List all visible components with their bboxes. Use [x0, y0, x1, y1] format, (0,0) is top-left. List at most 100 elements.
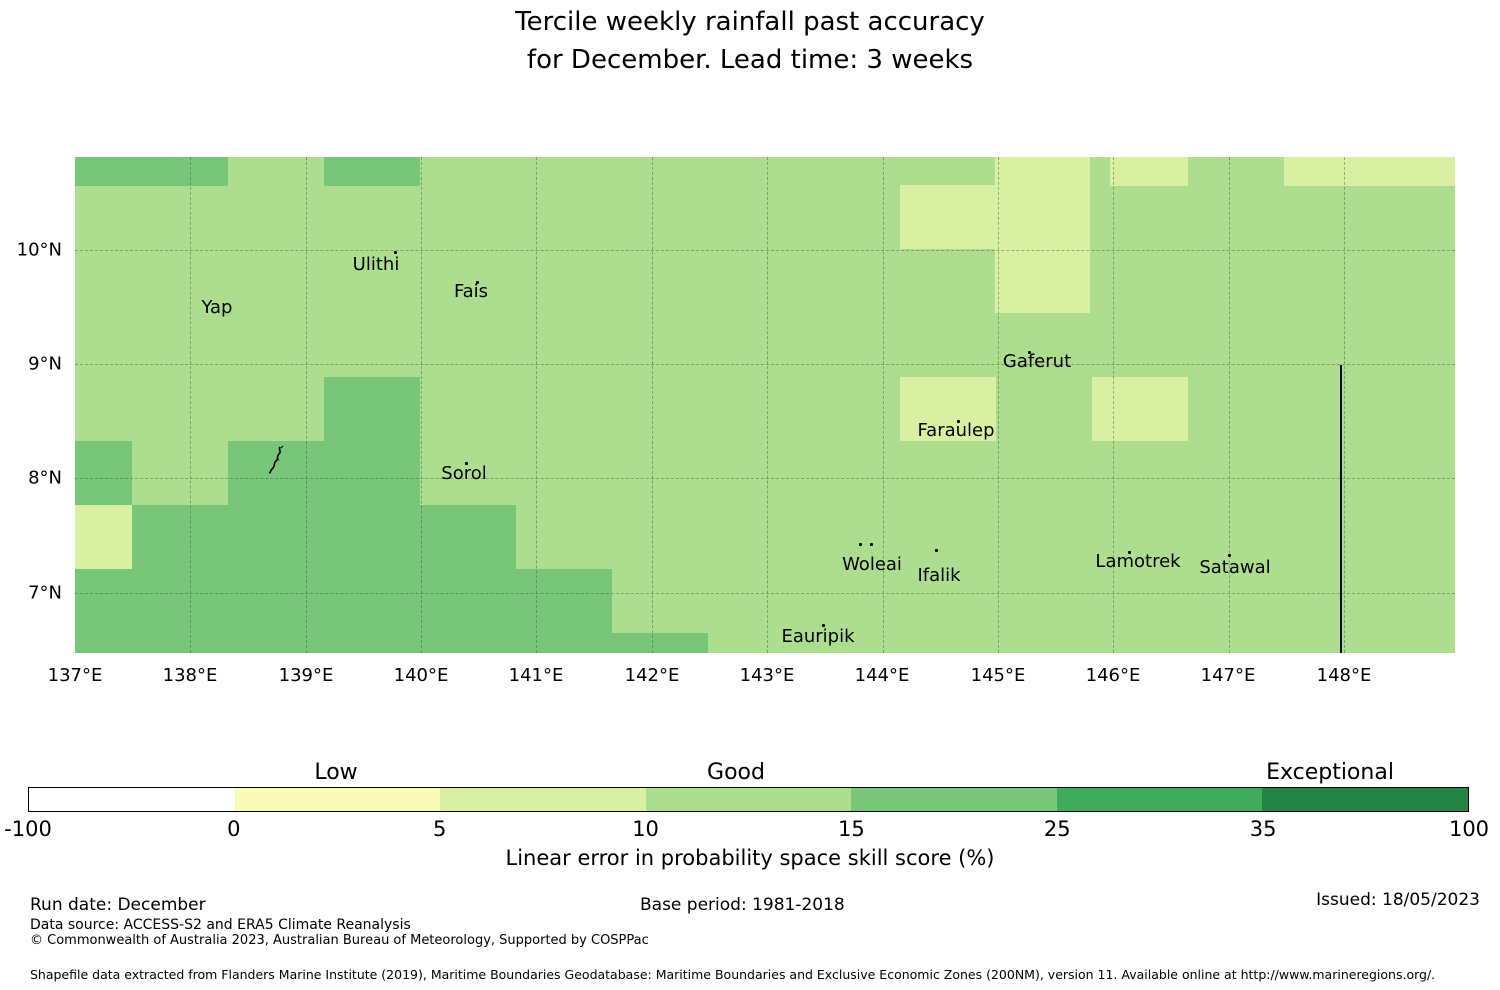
copyright-text: © Commonwealth of Australia 2023, Austra…	[30, 933, 649, 948]
island-label-lamotrek: Lamotrek	[1095, 551, 1181, 572]
island-label-ulithi: Ulithi	[352, 254, 400, 275]
colorbar-tick-label: 0	[227, 817, 241, 841]
island-dot-woleai	[859, 543, 862, 546]
longitude-gridline	[998, 157, 999, 653]
x-tick-label: 143°E	[739, 665, 795, 686]
longitude-gridline	[421, 157, 422, 653]
map-canvas: Yap Ulithi Fais Gaferut Faraulep Sorol Woleai I…	[75, 157, 1455, 653]
colorbar-segment	[440, 788, 646, 811]
x-tick-label: 146°E	[1085, 665, 1141, 686]
shapefile-attribution-text: Shapefile data extracted from Flanders M…	[30, 967, 1436, 982]
map-cell	[228, 441, 420, 505]
x-tick-label: 140°E	[393, 665, 449, 686]
colorbar-category-label: Exceptional	[1266, 760, 1394, 785]
island-label-woleai: Woleai	[842, 554, 902, 575]
y-tick-label: 8°N	[28, 467, 62, 489]
colorbar-tick-label: 35	[1249, 817, 1277, 841]
map-cell	[75, 569, 612, 633]
colorbar-tick-label: 5	[433, 817, 447, 841]
y-tick-label: 10°N	[16, 239, 62, 261]
issued-date-text: Issued: 18/05/2023	[1316, 890, 1480, 910]
island-dot-gaferut	[1028, 351, 1031, 354]
eez-boundary-line	[1340, 365, 1342, 653]
island-label-fais: Fais	[453, 281, 489, 302]
map-cell	[995, 157, 1090, 313]
island-dot-faraulep	[957, 420, 960, 423]
island-dot-ifalik	[935, 549, 938, 552]
latitude-gridline	[75, 478, 1455, 479]
latitude-gridline	[75, 364, 1455, 365]
colorbar-segment	[851, 788, 1057, 811]
colorbar-category-label: Low	[314, 760, 358, 785]
longitude-gridline	[306, 157, 307, 653]
colorbar-tick-label: 100	[1448, 817, 1490, 841]
island-dot-woleai	[870, 543, 873, 546]
colorbar-axis-label: Linear error in probability space skill …	[505, 846, 995, 870]
colorbar-tick-label: 25	[1043, 817, 1071, 841]
map-cell	[75, 633, 708, 653]
colorbar-segment	[29, 788, 235, 811]
x-tick-label: 142°E	[624, 665, 680, 686]
map-cell	[324, 157, 420, 186]
map-cell	[900, 377, 996, 441]
island-label-gaferut: Gaferut	[1002, 351, 1072, 372]
island-label-sorol: Sorol	[441, 463, 487, 484]
colorbar-tick-label: 15	[838, 817, 865, 841]
run-date-text: Run date: December	[30, 895, 206, 915]
island-label-satawal: Satawal	[1199, 557, 1271, 578]
longitude-gridline	[536, 157, 537, 653]
map-cell	[1092, 377, 1188, 441]
x-tick-label: 137°E	[47, 665, 103, 686]
island-dot-eauripik	[822, 624, 825, 627]
latitude-gridline	[75, 250, 1455, 251]
colorbar-category-label: Good	[707, 760, 765, 785]
longitude-gridline	[883, 157, 884, 653]
island-dot-fais	[476, 281, 479, 284]
y-tick-label: 7°N	[28, 582, 62, 604]
longitude-gridline	[1113, 157, 1114, 653]
x-tick-label: 139°E	[278, 665, 334, 686]
data-source-text: Data source: ACCESS-S2 and ERA5 Climate …	[30, 917, 411, 933]
map-cell	[75, 505, 132, 569]
map-cell	[75, 441, 132, 505]
island-dot-satawal	[1228, 554, 1231, 557]
longitude-gridline	[767, 157, 768, 653]
map-cell	[75, 157, 228, 186]
island-label-faraulep: Faraulep	[917, 420, 995, 441]
colorbar-segment	[645, 788, 852, 811]
longitude-gridline	[1344, 157, 1345, 653]
x-tick-label: 138°E	[162, 665, 218, 686]
chart-title: Tercile weekly rainfall past accuracy fo…	[0, 3, 1500, 79]
base-period-text: Base period: 1981-2018	[640, 895, 845, 915]
colorbar-tick-label: -100	[4, 817, 52, 841]
island-label-ifalik: Ifalik	[917, 565, 961, 586]
colorbar	[28, 787, 1469, 812]
x-tick-label: 145°E	[970, 665, 1026, 686]
x-tick-label: 148°E	[1316, 665, 1372, 686]
x-tick-label: 141°E	[508, 665, 564, 686]
latitude-gridline	[75, 593, 1455, 594]
colorbar-segment	[234, 788, 441, 811]
yap-island-outline-icon	[268, 445, 284, 474]
colorbar-segment	[1262, 788, 1469, 811]
y-tick-label: 9°N	[28, 353, 62, 375]
island-label-eauripik: Eauripik	[781, 626, 855, 647]
map-cell	[900, 185, 995, 249]
island-label-yap: Yap	[201, 297, 233, 318]
chart-title-line1: Tercile weekly rainfall past accuracy	[515, 7, 985, 37]
longitude-gridline	[652, 157, 653, 653]
longitude-gridline	[1229, 157, 1230, 653]
island-dot-ulithi	[394, 251, 397, 254]
island-dot-sorol	[465, 462, 468, 465]
island-dot-lamotrek	[1128, 551, 1131, 554]
x-tick-label: 144°E	[854, 665, 910, 686]
map-cell	[324, 377, 420, 441]
map-cell	[132, 505, 516, 569]
chart-title-line2: for December. Lead time: 3 weeks	[526, 45, 974, 75]
map-cell	[1284, 157, 1455, 186]
colorbar-segment	[1056, 788, 1263, 811]
longitude-gridline	[190, 157, 191, 653]
x-tick-label: 147°E	[1200, 665, 1256, 686]
colorbar-tick-label: 10	[632, 817, 659, 841]
